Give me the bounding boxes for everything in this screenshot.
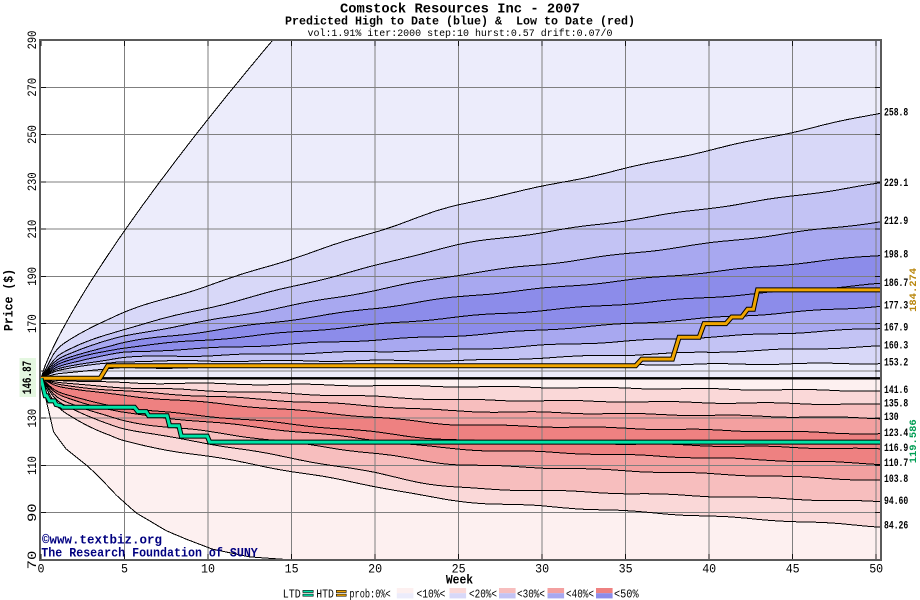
svg-text:Predicted High to Date (blue): Predicted High to Date (blue) & Low to D… <box>285 15 635 29</box>
svg-text:30: 30 <box>535 562 549 577</box>
svg-text:170: 170 <box>26 314 40 333</box>
svg-text:153.2: 153.2 <box>884 357 908 369</box>
svg-text:<10%<: <10%< <box>417 588 446 600</box>
svg-text:198.8: 198.8 <box>884 250 909 262</box>
svg-text:94.60: 94.60 <box>884 496 908 508</box>
svg-text:110: 110 <box>26 456 40 475</box>
svg-text:135.8: 135.8 <box>884 399 909 411</box>
svg-text:250: 250 <box>26 125 40 144</box>
svg-text:70: 70 <box>26 551 40 570</box>
svg-text:50: 50 <box>869 562 883 577</box>
svg-text:146.87: 146.87 <box>20 361 35 395</box>
svg-text:<50%: <50% <box>614 588 639 600</box>
svg-text:229.1: 229.1 <box>884 178 909 190</box>
svg-text:LTD: LTD <box>283 588 301 600</box>
svg-text:184.274: 184.274 <box>908 268 920 312</box>
svg-text:The Research Foundation of SUN: The Research Foundation of SUNY <box>41 545 258 560</box>
svg-text:Price ($): Price ($) <box>2 269 17 331</box>
svg-text:141.6: 141.6 <box>884 385 908 397</box>
svg-text:90: 90 <box>26 503 40 522</box>
svg-text:186.7: 186.7 <box>884 278 908 290</box>
svg-text:vol:1.91% iter:2000 step:10 hu: vol:1.91% iter:2000 step:10 hurst:0.57 d… <box>308 28 613 40</box>
svg-text:0: 0 <box>38 562 45 577</box>
svg-text:15: 15 <box>285 562 299 577</box>
svg-text:258.8: 258.8 <box>884 108 909 120</box>
svg-text:290: 290 <box>26 31 40 50</box>
svg-text:212.9: 212.9 <box>884 216 908 228</box>
svg-text:20: 20 <box>368 562 382 577</box>
svg-text:167.9: 167.9 <box>884 323 908 335</box>
svg-text:123.4: 123.4 <box>884 428 909 440</box>
svg-text:116.9: 116.9 <box>884 443 908 455</box>
svg-text:190: 190 <box>26 267 40 286</box>
svg-text:210: 210 <box>26 220 40 239</box>
svg-text:©www.textbiz.org: ©www.textbiz.org <box>42 532 162 547</box>
svg-text:130: 130 <box>26 409 40 428</box>
svg-text:35: 35 <box>619 562 633 577</box>
svg-text:110.7: 110.7 <box>884 458 908 470</box>
svg-text:prob:0%<: prob:0%< <box>349 588 390 600</box>
svg-text:45: 45 <box>786 562 800 577</box>
svg-text:130: 130 <box>884 412 899 424</box>
svg-text:Week: Week <box>446 574 474 588</box>
svg-text:10: 10 <box>201 562 215 577</box>
svg-text:160.3: 160.3 <box>884 341 909 353</box>
svg-text:230: 230 <box>26 172 40 191</box>
svg-text:<30%<: <30%< <box>517 588 545 600</box>
svg-text:Comstock Resources Inc - 2007: Comstock Resources Inc - 2007 <box>340 3 580 18</box>
svg-text:270: 270 <box>26 78 40 97</box>
svg-text:<40%<: <40%< <box>566 588 594 600</box>
svg-text:84.26: 84.26 <box>884 520 908 532</box>
svg-text:103.8: 103.8 <box>884 474 909 486</box>
svg-text:177.3: 177.3 <box>884 300 909 312</box>
svg-text:HTD: HTD <box>316 588 334 600</box>
svg-text:40: 40 <box>702 562 716 577</box>
svg-text:<20%<: <20%< <box>469 588 497 600</box>
svg-text:119.586: 119.586 <box>908 419 920 463</box>
svg-text:25: 25 <box>452 562 466 577</box>
svg-text:5: 5 <box>121 562 128 577</box>
